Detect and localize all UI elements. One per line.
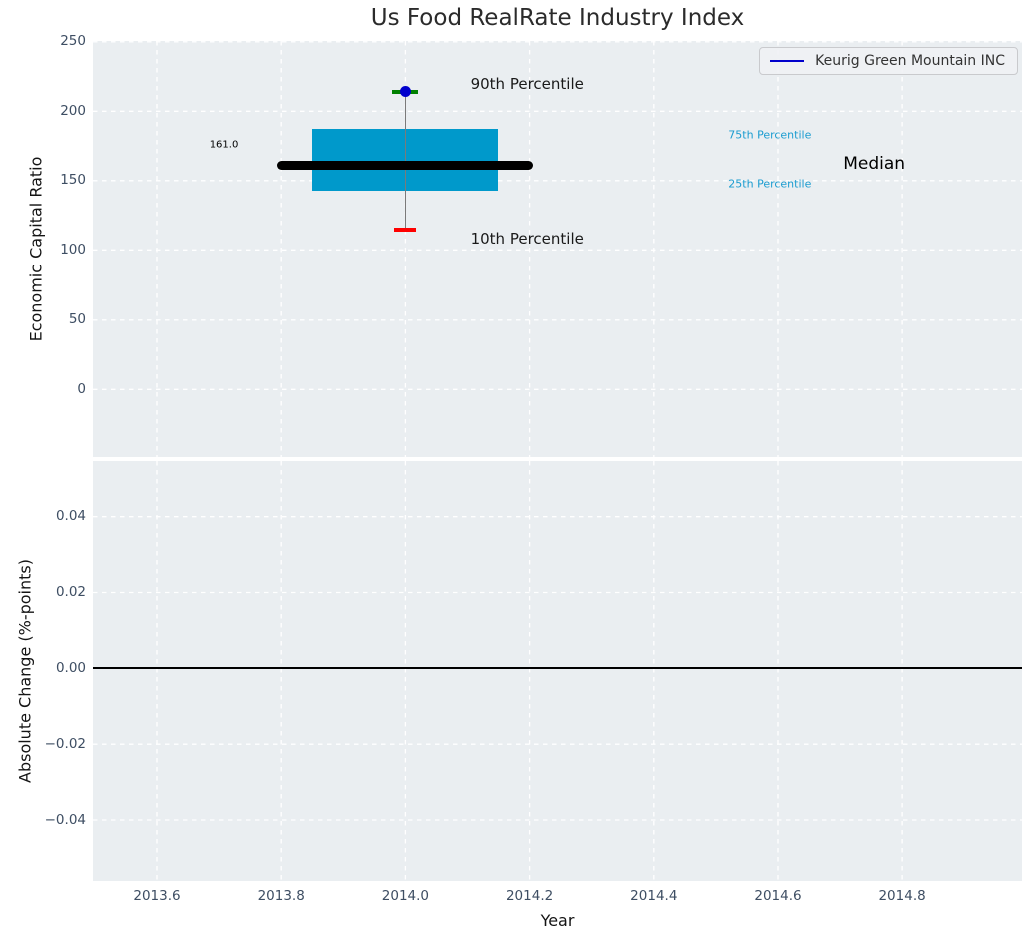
- y-tick-label: 250: [60, 33, 86, 50]
- x-tick-label: 2014.4: [630, 888, 678, 904]
- y-tick-label: 100: [60, 241, 86, 258]
- y-tick-label: 50: [68, 311, 86, 328]
- zero-line: [93, 667, 1022, 670]
- chart-title: Us Food RealRate Industry Index: [370, 5, 745, 31]
- y-tick-label: 0: [77, 380, 86, 397]
- y-tick-label: 200: [60, 102, 86, 119]
- legend: Keurig Green Mountain INC: [759, 47, 1018, 75]
- y-tick-label: 150: [60, 172, 86, 189]
- annotation-median: Median: [843, 153, 906, 174]
- y-tick-label: 0.00: [55, 659, 86, 676]
- annotation-161-0: 161.0: [209, 139, 239, 151]
- p90-marker-dot: [399, 86, 411, 98]
- gridlines: [93, 41, 1022, 457]
- x-tick-label: 2014.6: [754, 888, 802, 904]
- annotation-25th-percentile: 25th Percentile: [728, 177, 812, 191]
- median-line: [277, 161, 534, 170]
- gridlines: [93, 461, 1022, 881]
- x-tick-label: 2013.8: [257, 888, 305, 904]
- y-tick-label: 0.02: [55, 584, 86, 600]
- bottom-plot-area: [93, 461, 1022, 881]
- legend-label: Keurig Green Mountain INC: [815, 53, 1005, 69]
- x-tick-label: 2014.8: [878, 888, 926, 904]
- top-plot-area: 161.0 90th Percentile 10th Percentile 75th …: [93, 41, 1022, 457]
- p10-cap: [394, 228, 417, 232]
- annotation-10th-percentile: 10th Percentile: [470, 230, 584, 249]
- x-tick-label: 2014.0: [381, 888, 430, 904]
- legend-line-sample: [770, 59, 805, 63]
- annotation-75th-percentile: 75th Percentile: [728, 128, 812, 142]
- y-tick-label: −0.04: [44, 811, 86, 828]
- annotation-90th-percentile: 90th Percentile: [470, 74, 584, 93]
- y-tick-label: −0.02: [44, 735, 86, 752]
- x-tick-label: 2014.2: [505, 888, 554, 904]
- x-tick-label: 2013.6: [133, 888, 181, 904]
- y-tick-label: 0.04: [55, 508, 86, 525]
- x-axis-label: Year: [540, 911, 575, 930]
